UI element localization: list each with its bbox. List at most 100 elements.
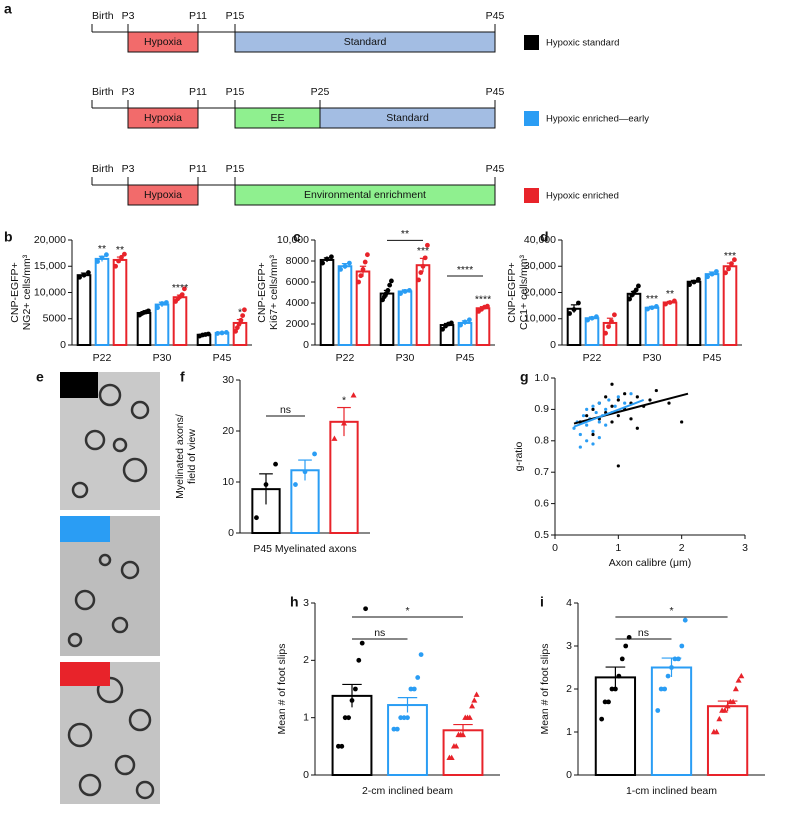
data-point bbox=[735, 677, 742, 683]
data-point bbox=[572, 426, 576, 430]
data-point bbox=[603, 330, 608, 336]
significance: ** bbox=[116, 244, 124, 256]
data-point bbox=[597, 401, 601, 405]
y-axis-label: NG2+ cells/mm³ bbox=[21, 254, 33, 330]
data-point bbox=[585, 407, 589, 411]
x-axis-label: 1-cm inclined beam bbox=[626, 785, 717, 797]
data-point bbox=[119, 254, 124, 260]
panel-label: a bbox=[4, 1, 12, 17]
legend-label: Hypoxic enriched bbox=[546, 191, 619, 202]
panel-label: i bbox=[540, 594, 544, 610]
y-tick-label: 0 bbox=[228, 527, 234, 539]
data-point bbox=[594, 410, 598, 415]
data-point bbox=[732, 257, 737, 263]
panel-label: b bbox=[4, 229, 13, 245]
data-point bbox=[215, 331, 220, 336]
group-swatch bbox=[60, 372, 98, 398]
bar bbox=[94, 257, 110, 346]
data-point bbox=[672, 656, 678, 662]
data-point bbox=[350, 392, 357, 398]
y-tick-label: 3 bbox=[303, 597, 309, 609]
significance: * bbox=[669, 605, 673, 617]
data-point bbox=[591, 404, 595, 408]
significance: *** bbox=[724, 250, 736, 262]
data-point bbox=[567, 311, 572, 316]
data-point bbox=[591, 429, 595, 433]
x-tick-label: P30 bbox=[396, 352, 415, 364]
x-tick-label: P45 bbox=[703, 352, 722, 364]
data-point bbox=[365, 252, 370, 258]
x-tick-label: P45 bbox=[213, 352, 232, 364]
data-point bbox=[726, 266, 731, 272]
bar bbox=[722, 265, 738, 346]
y-tick-label: 0 bbox=[566, 769, 572, 781]
data-point bbox=[116, 258, 121, 264]
data-point bbox=[458, 322, 463, 328]
x-tick-label: P30 bbox=[643, 352, 662, 364]
period-label: Hypoxia bbox=[144, 112, 182, 124]
significance: ** bbox=[401, 228, 409, 240]
bar bbox=[319, 258, 335, 347]
data-point bbox=[576, 300, 581, 306]
data-point bbox=[460, 731, 466, 738]
data-point bbox=[687, 282, 692, 288]
data-point bbox=[408, 686, 414, 692]
y-tick-label: 0.9 bbox=[534, 403, 549, 415]
timeline-label: P15 bbox=[226, 10, 245, 22]
data-point bbox=[273, 461, 278, 467]
y-tick-label: 20,000 bbox=[34, 234, 66, 246]
data-point bbox=[619, 656, 625, 662]
panel-label: h bbox=[290, 594, 299, 610]
data-point bbox=[597, 436, 601, 440]
data-point bbox=[589, 315, 595, 321]
data-point bbox=[602, 699, 608, 705]
fit-line bbox=[573, 399, 645, 428]
y-tick-label: 30,000 bbox=[524, 260, 556, 272]
bar bbox=[397, 290, 413, 347]
data-point bbox=[242, 307, 247, 313]
y-tick-label: 10,000 bbox=[524, 313, 556, 325]
data-point bbox=[363, 606, 368, 612]
x-tick-label: P22 bbox=[336, 352, 355, 364]
data-point bbox=[95, 259, 100, 264]
y-axis-label: Ki67+ cells/mm³ bbox=[268, 255, 280, 330]
y-axis-label: Mean # of foot slips bbox=[276, 643, 288, 734]
bar bbox=[706, 705, 749, 777]
timeline-label: P3 bbox=[122, 86, 135, 98]
y-tick-label: 0 bbox=[60, 339, 66, 351]
significance: **** bbox=[172, 282, 188, 294]
timeline-label: P11 bbox=[189, 10, 207, 22]
bar bbox=[686, 280, 702, 346]
data-point bbox=[356, 657, 362, 663]
data-point bbox=[729, 261, 734, 267]
timeline-label: P45 bbox=[486, 10, 505, 22]
data-point bbox=[613, 404, 617, 408]
legend-label: Hypoxic standard bbox=[546, 38, 619, 49]
x-axis-label: Axon calibre (μm) bbox=[609, 557, 692, 569]
data-point bbox=[341, 420, 347, 426]
data-point bbox=[234, 325, 240, 331]
panel-label: c bbox=[293, 229, 301, 245]
data-point bbox=[336, 743, 341, 749]
data-point bbox=[591, 442, 595, 446]
x-tick-label: P30 bbox=[153, 352, 172, 364]
data-point bbox=[616, 414, 620, 418]
data-point bbox=[86, 270, 91, 275]
data-point bbox=[599, 716, 605, 722]
data-point bbox=[405, 715, 410, 721]
data-point bbox=[418, 652, 424, 657]
y-axis-label: CNP-EGFP+ bbox=[9, 262, 21, 322]
timeline-label: Birth bbox=[92, 10, 114, 22]
data-point bbox=[610, 404, 614, 408]
data-point bbox=[467, 317, 472, 323]
data-point bbox=[320, 260, 325, 266]
bar bbox=[704, 273, 720, 346]
data-point bbox=[342, 263, 348, 269]
data-point bbox=[407, 288, 412, 293]
data-point bbox=[159, 301, 165, 306]
data-point bbox=[122, 251, 127, 257]
bar bbox=[136, 311, 152, 347]
data-point bbox=[402, 289, 408, 294]
data-point bbox=[585, 317, 590, 323]
